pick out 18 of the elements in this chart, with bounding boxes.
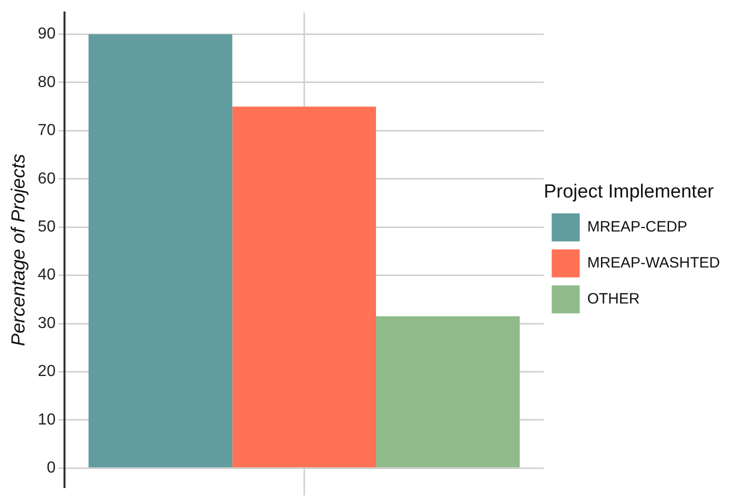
y-axis-title: Percentage of Projects bbox=[8, 153, 30, 346]
legend-label: MREAP-WASHTED bbox=[587, 254, 720, 272]
y-tick-label: 90 bbox=[38, 26, 56, 43]
legend-title: Project Implementer bbox=[544, 181, 714, 202]
y-tick-label: 0 bbox=[46, 460, 56, 477]
y-tick-label: 20 bbox=[38, 363, 56, 380]
y-tick-label: 10 bbox=[38, 411, 56, 428]
y-tick-label: 40 bbox=[38, 266, 56, 284]
y-tick-label: 50 bbox=[38, 218, 56, 236]
y-tick-label: 80 bbox=[38, 74, 56, 91]
bar bbox=[376, 316, 520, 468]
y-tick-label: 30 bbox=[38, 314, 56, 332]
y-tick-label: 70 bbox=[38, 122, 56, 140]
legend-label: MREAP-CEDP bbox=[587, 218, 688, 236]
bar bbox=[88, 34, 232, 468]
y-tick-label: 60 bbox=[38, 170, 56, 188]
bar bbox=[232, 106, 376, 468]
legend-label: OTHER bbox=[587, 290, 640, 308]
